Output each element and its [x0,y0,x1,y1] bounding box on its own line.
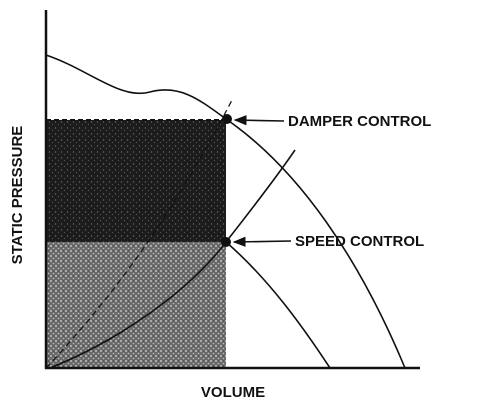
speed-arrow [232,236,292,247]
speed-area [46,242,226,368]
damper-arrow [233,115,285,126]
damper-label: DAMPER CONTROL [288,113,431,130]
speed-point [221,237,231,247]
x-axis-label: VOLUME [201,384,265,401]
system-curve [49,149,296,369]
damper-system-curve [45,99,233,369]
fan-curve-full-speed [45,54,406,369]
damper-point [222,114,232,124]
fan-curve-reduced-speed [225,241,331,369]
y-axis-label: STATIC PRESSURE [9,126,26,265]
speed-label: SPEED CONTROL [295,233,424,250]
damper-area [46,120,226,242]
